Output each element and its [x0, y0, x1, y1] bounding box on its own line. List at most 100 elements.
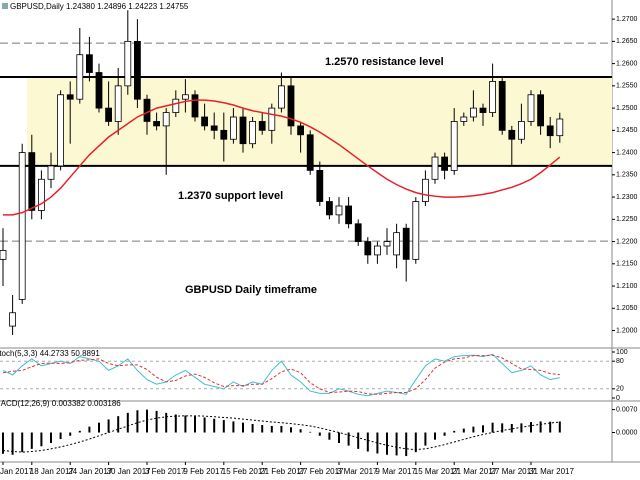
candle-body	[0, 250, 7, 260]
candle-body	[201, 116, 209, 127]
candle-body	[66, 94, 74, 100]
candle-body	[153, 121, 161, 127]
x-tick-label: 30 Jan 2017	[107, 467, 152, 476]
signal-line	[2, 415, 560, 453]
x-tick-label: 9 Feb 2017	[183, 467, 224, 476]
histogram-bar	[386, 432, 388, 455]
y-tick-label: 80	[616, 358, 624, 365]
indicator-title: MACD(12,26,9) 0.003382 0.003186	[0, 399, 121, 408]
histogram-bar	[309, 431, 312, 433]
candle-body	[431, 156, 439, 180]
x-tick-label: 15 Mar 2017	[414, 467, 459, 476]
x-tick-label: Jan 2017	[0, 467, 33, 476]
annotation: 1.2370 support level	[178, 190, 283, 202]
candle-body	[489, 81, 497, 113]
histogram-bar	[501, 423, 504, 433]
indicator-line	[2, 353, 560, 397]
histogram-bar	[117, 416, 120, 433]
candle-body	[47, 165, 55, 180]
x-tick-label: 3 Mar 2017	[337, 467, 378, 476]
histogram-bar	[30, 432, 33, 449]
y-tick-label: 100	[616, 349, 628, 356]
y-tick-label: 0	[616, 395, 620, 402]
candle-body	[57, 94, 64, 167]
histogram-bar	[203, 417, 206, 433]
candle-body	[325, 201, 333, 216]
histogram-bar	[11, 432, 14, 455]
x-tick-label: 9 Mar 2017	[375, 467, 416, 476]
histogram-bar	[50, 432, 52, 443]
indicator-line	[2, 354, 560, 395]
x-tick-label: 24 Jan 2017	[68, 467, 113, 476]
histogram-bar	[232, 421, 235, 433]
candle-body	[28, 152, 36, 211]
candle-body	[76, 54, 84, 100]
candle-body	[450, 121, 458, 171]
histogram-bar	[184, 415, 187, 433]
histogram-bar	[69, 432, 72, 436]
histogram-bar	[261, 424, 264, 433]
histogram-bar	[194, 416, 196, 433]
histogram-bar	[88, 426, 91, 433]
candle-body	[86, 54, 93, 73]
candle-body	[124, 40, 132, 87]
histogram-bar	[453, 430, 456, 433]
candle-body	[345, 205, 353, 225]
histogram-bar	[462, 428, 465, 433]
histogram-bar	[2, 432, 4, 454]
y-tick-label: 1.2200	[616, 238, 638, 245]
candle-body	[38, 178, 45, 211]
histogram-bar	[242, 422, 244, 433]
candle-body	[498, 81, 506, 131]
candle-body	[95, 72, 103, 109]
candle-body	[354, 223, 362, 242]
histogram-bar	[126, 412, 129, 433]
histogram-bar	[328, 432, 331, 440]
histogram-bar	[136, 410, 139, 433]
histogram-bar	[472, 426, 475, 433]
histogram-bar	[443, 432, 446, 436]
candle-body	[133, 40, 141, 100]
candle-body	[479, 107, 487, 113]
candle-body	[210, 125, 218, 131]
candle-body	[546, 125, 554, 137]
y-tick-label: 1.2400	[616, 149, 638, 156]
candle-body	[508, 129, 516, 140]
candle-body	[373, 245, 381, 256]
candle-body	[306, 134, 314, 171]
y-tick-label: 1.2600	[616, 60, 638, 67]
candle-body	[412, 201, 420, 260]
histogram-bar	[491, 422, 494, 433]
candle-body	[537, 94, 544, 127]
candle-body	[287, 85, 295, 127]
x-tick-label: 21 Feb 2017	[260, 467, 305, 476]
candle-body	[335, 205, 343, 216]
support-resistance-zone	[27, 76, 612, 166]
y-tick-label: 1.2700	[616, 16, 638, 23]
candle-body	[220, 129, 228, 140]
y-tick-label: 1.2300	[616, 194, 638, 201]
y-tick-label: 1.2550	[616, 83, 638, 90]
x-tick-label: 21 Mar 2017	[452, 467, 497, 476]
candle-body	[527, 94, 535, 122]
y-tick-label: 20	[616, 386, 624, 393]
histogram-bar	[21, 432, 24, 453]
histogram-bar	[155, 410, 158, 433]
y-tick-label: 0.0000	[616, 429, 638, 436]
candle-body	[277, 85, 285, 109]
candle-body	[18, 152, 26, 300]
histogram-bar	[59, 432, 62, 440]
histogram-bar	[299, 429, 302, 433]
histogram-bar	[395, 432, 398, 456]
x-tick-label: 31 Mar 2017	[529, 467, 574, 476]
candle-body	[181, 94, 189, 100]
histogram-bar	[510, 424, 513, 433]
candle-body	[393, 232, 401, 256]
histogram-bar	[146, 409, 148, 433]
candle-body	[518, 121, 525, 140]
candle-body	[421, 178, 429, 202]
histogram-bar	[347, 432, 350, 446]
y-tick-label: 1.2500	[616, 105, 638, 112]
y-tick-label: 1.2100	[616, 283, 638, 290]
annotation: 1.2570 resistance level	[325, 56, 444, 68]
